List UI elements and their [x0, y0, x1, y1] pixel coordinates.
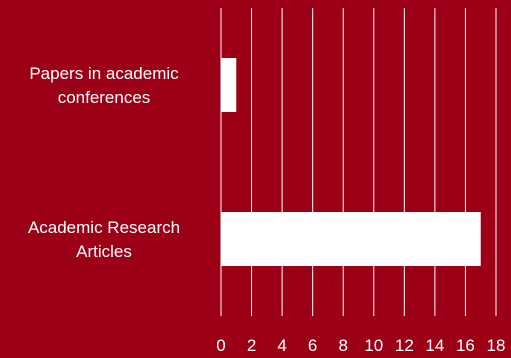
x-tick-label: 6: [308, 336, 317, 355]
bars: [221, 58, 481, 266]
category-label-line: Papers in academic: [29, 64, 179, 83]
x-tick-label: 10: [364, 336, 383, 355]
category-label: Papers in academic conferences: [29, 64, 179, 107]
category-label-line: Articles: [76, 242, 132, 261]
category-label-line: conferences: [58, 88, 151, 107]
x-tick-labels: 0 2 4 6 8 10 12 14 16 18: [216, 336, 505, 355]
x-tick-label: 18: [487, 336, 506, 355]
bar: [221, 58, 237, 112]
category-labels: Papers in academic conferences Academic Re…: [28, 64, 180, 261]
category-label-line: Academic Research: [28, 218, 180, 237]
bar: [221, 212, 481, 266]
gridlines: [220, 8, 497, 316]
category-label: Academic Research Articles: [28, 218, 180, 261]
x-tick-label: 14: [425, 336, 444, 355]
x-tick-label: 16: [456, 336, 475, 355]
x-tick-label: 0: [216, 336, 225, 355]
x-tick-label: 8: [338, 336, 347, 355]
x-tick-label: 2: [247, 336, 256, 355]
x-tick-label: 4: [277, 336, 286, 355]
x-tick-label: 12: [395, 336, 414, 355]
